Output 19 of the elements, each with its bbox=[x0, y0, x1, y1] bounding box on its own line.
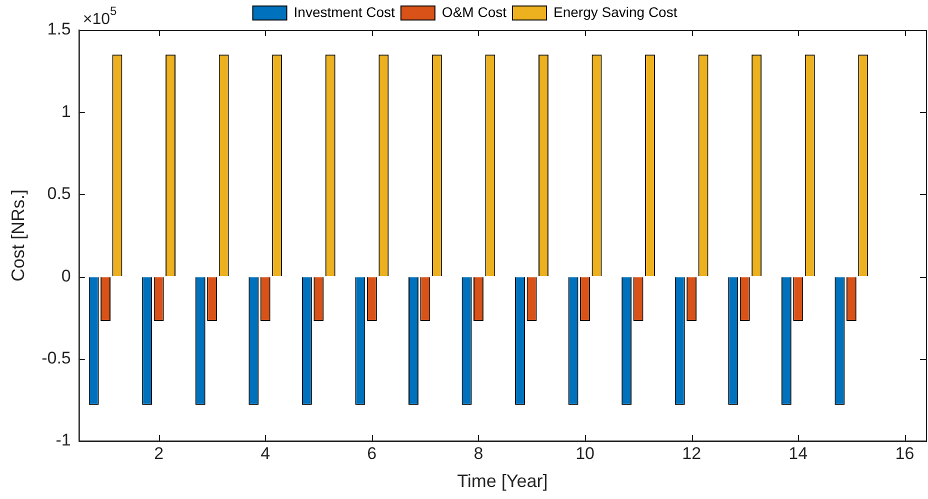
x-tick-label: 12 bbox=[682, 444, 702, 463]
y-axis-title: Cost [NRs.] bbox=[8, 189, 28, 282]
x-tick-label: 10 bbox=[576, 444, 594, 463]
y-tick-label: -1 bbox=[56, 430, 71, 450]
legend-label: Energy Saving Cost bbox=[553, 4, 678, 20]
y-tick-label: 0 bbox=[61, 266, 71, 286]
x-tick-label: 6 bbox=[367, 444, 377, 463]
x-tick-label: 16 bbox=[895, 444, 914, 463]
x-tick-label: 14 bbox=[788, 444, 808, 463]
x-axis-title: Time [Year] bbox=[457, 471, 548, 492]
y-tick-label: 1.5 bbox=[47, 20, 71, 39]
y-tick-label: 1 bbox=[61, 102, 71, 121]
legend-label: Investment Cost bbox=[294, 4, 396, 20]
x-tick-label: 4 bbox=[260, 444, 270, 463]
x-tick-label: 2 bbox=[154, 444, 164, 463]
y-tick-label: 0.5 bbox=[47, 184, 71, 204]
legend-label: O&M Cost bbox=[442, 4, 507, 20]
y-tick-label: -0.5 bbox=[42, 348, 71, 368]
x-tick-label: 8 bbox=[474, 444, 484, 463]
